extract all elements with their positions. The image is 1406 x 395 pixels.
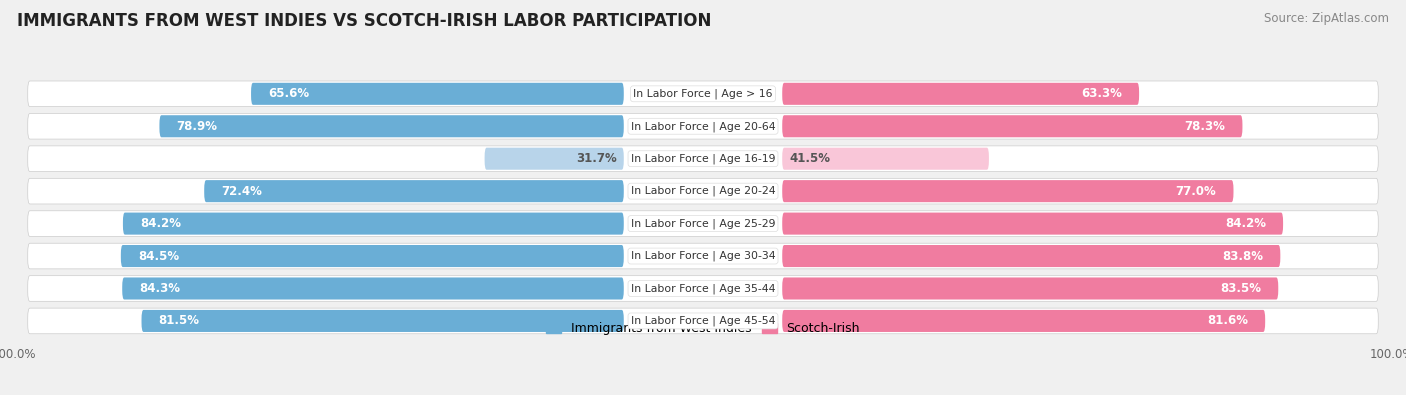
FancyBboxPatch shape bbox=[142, 310, 624, 332]
Text: IMMIGRANTS FROM WEST INDIES VS SCOTCH-IRISH LABOR PARTICIPATION: IMMIGRANTS FROM WEST INDIES VS SCOTCH-IR… bbox=[17, 12, 711, 30]
FancyBboxPatch shape bbox=[122, 277, 624, 299]
Text: In Labor Force | Age 20-24: In Labor Force | Age 20-24 bbox=[631, 186, 775, 196]
FancyBboxPatch shape bbox=[28, 178, 1378, 204]
FancyBboxPatch shape bbox=[121, 245, 624, 267]
Text: 84.3%: 84.3% bbox=[139, 282, 180, 295]
Text: 81.6%: 81.6% bbox=[1206, 314, 1249, 327]
Text: In Labor Force | Age 45-54: In Labor Force | Age 45-54 bbox=[631, 316, 775, 326]
FancyBboxPatch shape bbox=[204, 180, 624, 202]
FancyBboxPatch shape bbox=[782, 180, 1233, 202]
Text: 65.6%: 65.6% bbox=[269, 87, 309, 100]
Text: In Labor Force | Age 20-64: In Labor Force | Age 20-64 bbox=[631, 121, 775, 132]
Text: Source: ZipAtlas.com: Source: ZipAtlas.com bbox=[1264, 12, 1389, 25]
FancyBboxPatch shape bbox=[28, 146, 1378, 171]
FancyBboxPatch shape bbox=[28, 211, 1378, 237]
Text: 78.3%: 78.3% bbox=[1184, 120, 1225, 133]
Text: In Labor Force | Age 30-34: In Labor Force | Age 30-34 bbox=[631, 251, 775, 261]
FancyBboxPatch shape bbox=[782, 83, 1139, 105]
Text: In Labor Force | Age 35-44: In Labor Force | Age 35-44 bbox=[631, 283, 775, 294]
FancyBboxPatch shape bbox=[28, 276, 1378, 301]
FancyBboxPatch shape bbox=[485, 148, 624, 170]
Text: 72.4%: 72.4% bbox=[221, 184, 263, 198]
Text: 84.2%: 84.2% bbox=[1225, 217, 1265, 230]
Text: In Labor Force | Age 16-19: In Labor Force | Age 16-19 bbox=[631, 153, 775, 164]
FancyBboxPatch shape bbox=[782, 245, 1281, 267]
Text: 77.0%: 77.0% bbox=[1175, 184, 1216, 198]
Text: In Labor Force | Age 25-29: In Labor Force | Age 25-29 bbox=[631, 218, 775, 229]
Legend: Immigrants from West Indies, Scotch-Irish: Immigrants from West Indies, Scotch-Iris… bbox=[541, 317, 865, 340]
Text: 31.7%: 31.7% bbox=[576, 152, 617, 165]
FancyBboxPatch shape bbox=[782, 115, 1243, 137]
FancyBboxPatch shape bbox=[782, 310, 1265, 332]
FancyBboxPatch shape bbox=[28, 81, 1378, 107]
Text: 78.9%: 78.9% bbox=[177, 120, 218, 133]
FancyBboxPatch shape bbox=[28, 243, 1378, 269]
FancyBboxPatch shape bbox=[252, 83, 624, 105]
FancyBboxPatch shape bbox=[28, 113, 1378, 139]
Text: 83.8%: 83.8% bbox=[1222, 250, 1263, 263]
FancyBboxPatch shape bbox=[782, 213, 1284, 235]
Text: 41.5%: 41.5% bbox=[789, 152, 830, 165]
FancyBboxPatch shape bbox=[122, 213, 624, 235]
FancyBboxPatch shape bbox=[782, 277, 1278, 299]
FancyBboxPatch shape bbox=[28, 308, 1378, 334]
Text: In Labor Force | Age > 16: In Labor Force | Age > 16 bbox=[633, 88, 773, 99]
Text: 84.5%: 84.5% bbox=[138, 250, 179, 263]
Text: 83.5%: 83.5% bbox=[1220, 282, 1261, 295]
Text: 63.3%: 63.3% bbox=[1081, 87, 1122, 100]
FancyBboxPatch shape bbox=[159, 115, 624, 137]
FancyBboxPatch shape bbox=[782, 148, 988, 170]
Text: 84.2%: 84.2% bbox=[141, 217, 181, 230]
Text: 81.5%: 81.5% bbox=[159, 314, 200, 327]
